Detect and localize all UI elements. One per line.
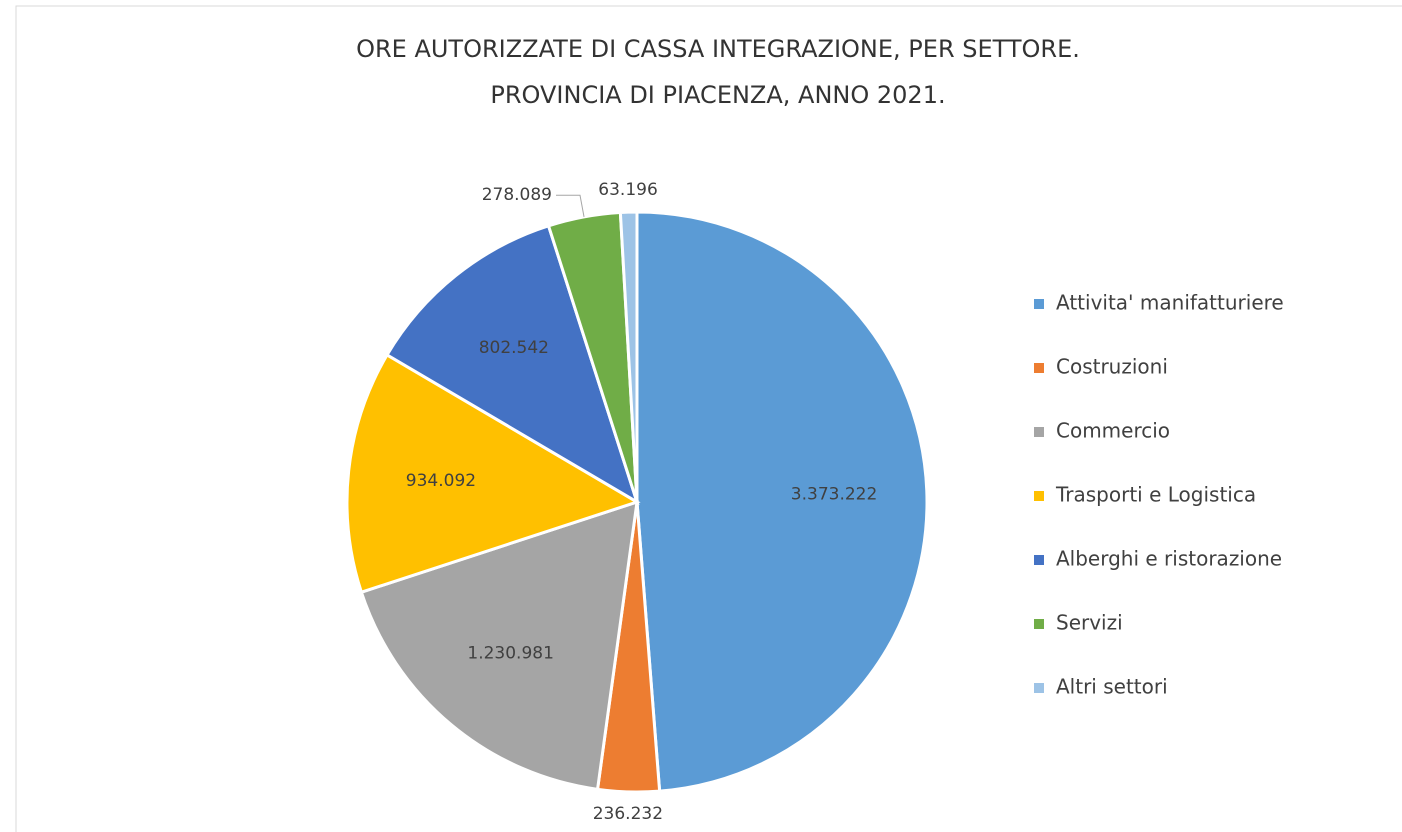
legend-label: Altri settori xyxy=(1056,675,1168,699)
legend-label: Trasporti e Logistica xyxy=(1055,483,1256,507)
legend-label: Costruzioni xyxy=(1056,355,1168,379)
data-label: 3.373.222 xyxy=(791,484,878,504)
data-label: 1.230.981 xyxy=(467,643,554,663)
legend-label: Commercio xyxy=(1056,419,1170,443)
pie-slice xyxy=(635,210,929,793)
pie-slice xyxy=(359,499,639,791)
data-label: 934.092 xyxy=(406,471,476,491)
legend-swatch xyxy=(1034,683,1044,693)
legend-label: Servizi xyxy=(1056,611,1123,635)
data-label: 236.232 xyxy=(593,804,663,824)
legend-swatch xyxy=(1034,427,1044,437)
legend-swatch xyxy=(1034,363,1044,373)
legend-swatch xyxy=(1034,555,1044,565)
legend-swatch xyxy=(1034,491,1044,501)
leader-line xyxy=(556,194,585,217)
legend-label: Alberghi e ristorazione xyxy=(1056,547,1282,571)
data-label: 802.542 xyxy=(479,338,549,358)
pie-slice xyxy=(345,352,641,595)
chart-title: ORE AUTORIZZATE DI CASSA INTEGRAZIONE, P… xyxy=(356,35,1080,63)
chart-subtitle: PROVINCIA DI PIACENZA, ANNO 2021. xyxy=(490,81,945,109)
pie-slice xyxy=(618,210,639,503)
legend-label: Attivita' manifatturiere xyxy=(1056,291,1284,315)
pie-slice xyxy=(385,223,640,506)
legend-swatch xyxy=(1034,619,1044,629)
data-label: 63.196 xyxy=(598,180,657,200)
legend-swatch xyxy=(1034,299,1044,309)
data-label: 278.089 xyxy=(482,185,552,205)
